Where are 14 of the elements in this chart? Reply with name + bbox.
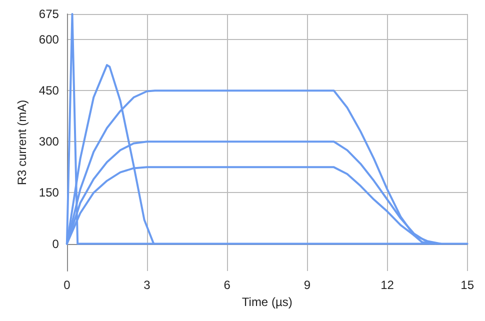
x-tick-label: 0 [64,278,71,292]
y-tick-label: 0 [52,236,60,251]
y-tick-label: 600 [38,32,60,47]
y-tick-label: 150 [38,186,60,200]
x-axis-title: Time (µs) [242,294,292,309]
y-axis-title: R3 current (mA) [15,100,29,186]
x-tick-label: 12 [380,278,394,292]
y-tick-label: 300 [38,134,60,149]
y-tick-label: 450 [38,84,60,98]
x-tick-label: 15 [460,278,474,292]
x-tick-label: 6 [224,278,231,292]
x-tick-label: 9 [304,278,311,292]
y-tick-label: 675 [38,7,60,21]
x-tick-label: 3 [144,278,151,292]
